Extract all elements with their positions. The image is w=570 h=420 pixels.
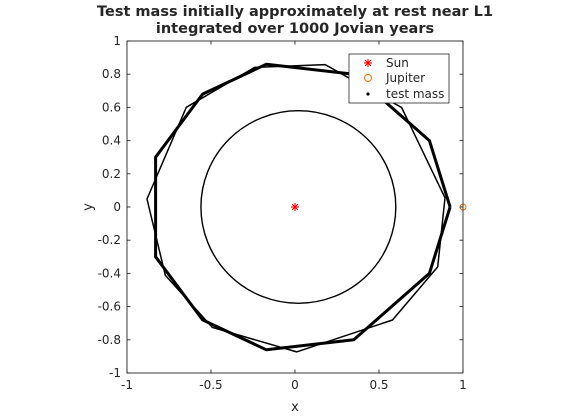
trajectory-circular-orbit (200, 110, 397, 304)
legend-test-mass-marker (366, 92, 370, 96)
y-tick-label: -0.6 (98, 300, 121, 314)
y-axis-label: y (81, 203, 96, 211)
legend-jupiter-marker (364, 74, 372, 82)
x-axis-ticks: -1 -0.5 0 0.5 1 (121, 41, 467, 392)
legend-label-test-mass: test mass (386, 87, 444, 101)
x-axis-label: x (291, 400, 299, 415)
y-tick-label: -0.2 (98, 233, 121, 247)
y-tick-label: 0.6 (102, 100, 121, 114)
x-tick-label: -0.5 (199, 378, 222, 392)
asterisk-stroke (291, 203, 299, 211)
y-tick-label: 0 (113, 200, 121, 214)
x-tick-label: 0 (291, 378, 299, 392)
y-tick-label: -0.8 (98, 333, 121, 347)
y-tick-label: 1 (113, 34, 121, 48)
legend: Sun Jupiter test mass (348, 53, 450, 104)
y-axis-ticks: -1 -0.8 -0.6 -0.4 -0.2 0 0.2 0.4 0.6 0.8 1 (98, 34, 463, 380)
x-tick-label: 1 (459, 378, 467, 392)
asterisk-stroke (364, 59, 372, 67)
x-tick-label: 0.5 (369, 378, 388, 392)
y-tick-label: -0.4 (98, 266, 121, 280)
chart-title-line-1: Test mass initially approximately at res… (97, 4, 493, 20)
legend-label-sun: Sun (386, 56, 409, 70)
y-tick-label: 0.2 (102, 167, 121, 181)
legend-label-jupiter: Jupiter (385, 71, 425, 85)
legend-box (348, 53, 450, 104)
legend-sun-asterisk (364, 59, 372, 67)
y-tick-label: -1 (109, 366, 121, 380)
y-tick-label: 0.4 (102, 134, 121, 148)
sun-marker (291, 203, 299, 211)
trajectory-loop-secondary (146, 63, 446, 353)
legend-sun-marker (364, 59, 372, 67)
y-tick-label: 0.8 (102, 67, 121, 81)
chart-title-line-2: integrated over 1000 Jovian years (156, 21, 434, 37)
x-tick-label: -1 (121, 378, 133, 392)
